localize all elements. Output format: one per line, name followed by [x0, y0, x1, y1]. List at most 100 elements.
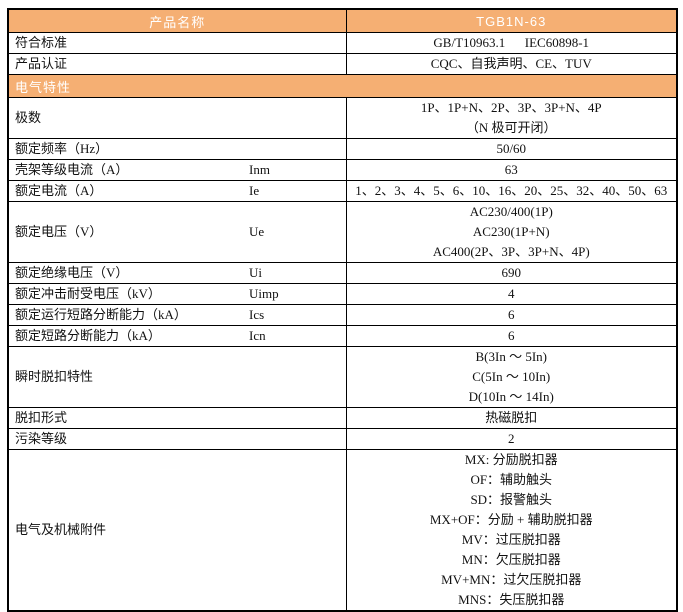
spec-value-line: 热磁脱扣 — [485, 410, 538, 425]
spec-value-line: 1、2、3、4、5、6、10、16、20、25、32、40、50、63 — [355, 183, 668, 198]
spec-value-line: D(10In ～ 14In) — [468, 389, 554, 404]
header-product-name-label: 产品名称 — [7, 8, 347, 33]
spec-label-cell: 额定短路分断能力（kA） Icn — [7, 325, 347, 347]
spec-value-cell: CQC、自我声明、CE、TUV — [345, 53, 678, 75]
spec-value-cell: 690 — [345, 262, 678, 284]
spec-value-line: MV+MN：过欠压脱扣器 — [441, 572, 582, 587]
spec-value-cell: 6 — [345, 325, 678, 347]
spec-label-cell: 符合标准 — [7, 32, 347, 54]
spec-value-line: AC230/400(1P) — [469, 204, 553, 219]
spec-value-line: C(5In ～ 10In) — [472, 369, 551, 384]
spec-value-line: AC230(1P+N) — [472, 224, 550, 239]
spec-table-body: 产品名称 TGB1N-63 符合标准 GB/T10963.1 IEC60898-… — [7, 8, 678, 612]
spec-label-cell: 脱扣形式 — [7, 407, 347, 429]
table-row: 极数 1P、1P+N、2P、3P、3P+N、4P （N 极可开闭） — [7, 97, 678, 139]
table-row: 产品认证 CQC、自我声明、CE、TUV — [7, 53, 678, 75]
spec-value-cell: 热磁脱扣 — [345, 407, 678, 429]
spec-label: 极数 — [15, 110, 42, 125]
spec-label: 额定短路分断能力（kA） — [15, 328, 161, 343]
spec-symbol: Ie — [249, 183, 260, 198]
table-row: 瞬时脱扣特性 B(3In ～ 5In) C(5In ～ 10In) D(10In ～… — [7, 346, 678, 408]
spec-label-cell: 电气及机械附件 — [7, 449, 347, 612]
table-row: 符合标准 GB/T10963.1 IEC60898-1 — [7, 32, 678, 54]
table-header-row: 产品名称 TGB1N-63 — [7, 8, 678, 33]
spec-label-cell: 额定电压（V） Ue — [7, 201, 347, 263]
table-row: 脱扣形式 热磁脱扣 — [7, 407, 678, 429]
spec-symbol: Ui — [249, 265, 262, 280]
spec-value-line: MN：欠压脱扣器 — [461, 552, 561, 567]
spec-label: 额定绝缘电压（V） — [15, 265, 129, 280]
spec-value-line: 63 — [504, 162, 518, 177]
spec-label-cell: 壳架等级电流（A） Inm — [7, 159, 347, 181]
table-row: 额定频率（Hz） 50/60 — [7, 138, 678, 160]
spec-label-cell: 污染等级 — [7, 428, 347, 450]
table-row: 额定电压（V） Ue AC230/400(1P) AC230(1P+N) AC400… — [7, 201, 678, 263]
table-row: 额定绝缘电压（V） Ui 690 — [7, 262, 678, 284]
spec-value-cell: B(3In ～ 5In) C(5In ～ 10In) D(10In ～ 14In) — [345, 346, 678, 408]
table-row: 壳架等级电流（A） Inm 63 — [7, 159, 678, 181]
spec-label: 污染等级 — [15, 431, 68, 446]
spec-value-cell: MX: 分励脱扣器 OF：辅助触头 SD：报警触头 MX+OF：分励 + 辅助脱扣器 M… — [345, 449, 678, 612]
spec-label-cell: 产品认证 — [7, 53, 347, 75]
spec-label-cell: 额定电流（A） Ie — [7, 180, 347, 202]
spec-label-cell: 额定运行短路分断能力（kA） Ics — [7, 304, 347, 326]
spec-value-line: 2 — [508, 431, 515, 446]
spec-value-line: B(3In ～ 5In) — [475, 349, 548, 364]
spec-label: 壳架等级电流（A） — [15, 162, 129, 177]
spec-value-cell: GB/T10963.1 IEC60898-1 — [345, 32, 678, 54]
section-title: 电气特性 — [7, 74, 678, 98]
spec-label-cell: 额定频率（Hz） — [7, 138, 347, 160]
spec-value-cell: 2 — [345, 428, 678, 450]
spec-value-cell: 1P、1P+N、2P、3P、3P+N、4P （N 极可开闭） — [345, 97, 678, 139]
spec-value-line: 690 — [501, 265, 522, 280]
spec-symbol: Ue — [249, 224, 265, 239]
table-row: 额定冲击耐受电压（kV） Uimp 4 — [7, 283, 678, 305]
spec-label-cell: 额定绝缘电压（V） Ui — [7, 262, 347, 284]
spec-value-line: 50/60 — [496, 141, 527, 156]
spec-value-line: （N 极可开闭） — [465, 120, 557, 135]
table-row: 额定电流（A） Ie 1、2、3、4、5、6、10、16、20、25、32、40… — [7, 180, 678, 202]
spec-value-line: SD：报警触头 — [470, 492, 553, 507]
table-row: 电气及机械附件 MX: 分励脱扣器 OF：辅助触头 SD：报警触头 MX+OF：分励 … — [7, 449, 678, 612]
table-row: 额定短路分断能力（kA） Icn 6 — [7, 325, 678, 347]
spec-value-line: OF：辅助触头 — [470, 472, 553, 487]
spec-value-cell: AC230/400(1P) AC230(1P+N) AC400(2P、3P、3P+N… — [345, 201, 678, 263]
spec-symbol: Uimp — [249, 286, 279, 301]
spec-label: 额定频率（Hz） — [15, 141, 109, 156]
spec-symbol: Icn — [249, 328, 266, 343]
spec-value-line: 1P、1P+N、2P、3P、3P+N、4P — [420, 100, 602, 115]
spec-value-line: 4 — [508, 286, 515, 301]
spec-label: 脱扣形式 — [15, 410, 68, 425]
spec-symbol: Ics — [249, 307, 265, 322]
table-row: 额定运行短路分断能力（kA） Ics 6 — [7, 304, 678, 326]
spec-value-line: MNS：失压脱扣器 — [458, 592, 565, 607]
spec-value-cell: 4 — [345, 283, 678, 305]
spec-value-cell: 50/60 — [345, 138, 678, 160]
spec-value-line: 6 — [508, 328, 515, 343]
spec-value-cell: 1、2、3、4、5、6、10、16、20、25、32、40、50、63 — [345, 180, 678, 202]
header-product-model: TGB1N-63 — [345, 8, 678, 33]
spec-label-cell: 瞬时脱扣特性 — [7, 346, 347, 408]
spec-label: 额定运行短路分断能力（kA） — [15, 307, 187, 322]
spec-label: 额定冲击耐受电压（kV） — [15, 286, 161, 301]
spec-value-line: GB/T10963.1 IEC60898-1 — [433, 35, 590, 50]
product-spec-table: 产品名称 TGB1N-63 符合标准 GB/T10963.1 IEC60898-… — [7, 8, 678, 612]
spec-symbol: Inm — [249, 162, 270, 177]
spec-label-cell: 额定冲击耐受电压（kV） Uimp — [7, 283, 347, 305]
spec-value-line: AC400(2P、3P、3P+N、4P) — [432, 244, 590, 259]
spec-label: 电气及机械附件 — [15, 522, 107, 537]
spec-value-line: MX: 分励脱扣器 — [464, 452, 558, 467]
spec-label-cell: 极数 — [7, 97, 347, 139]
spec-value-line: MV：过压脱扣器 — [461, 532, 561, 547]
spec-label: 瞬时脱扣特性 — [15, 369, 94, 384]
spec-label: 额定电流（A） — [15, 183, 103, 198]
spec-value-line: 6 — [508, 307, 515, 322]
spec-value-line: MX+OF：分励 + 辅助脱扣器 — [429, 512, 593, 527]
spec-label: 符合标准 — [15, 35, 68, 50]
spec-label: 额定电压（V） — [15, 224, 103, 239]
section-band-row: 电气特性 — [7, 74, 678, 98]
spec-value-line: CQC、自我声明、CE、TUV — [430, 56, 592, 71]
spec-label: 产品认证 — [15, 56, 68, 71]
spec-value-cell: 63 — [345, 159, 678, 181]
